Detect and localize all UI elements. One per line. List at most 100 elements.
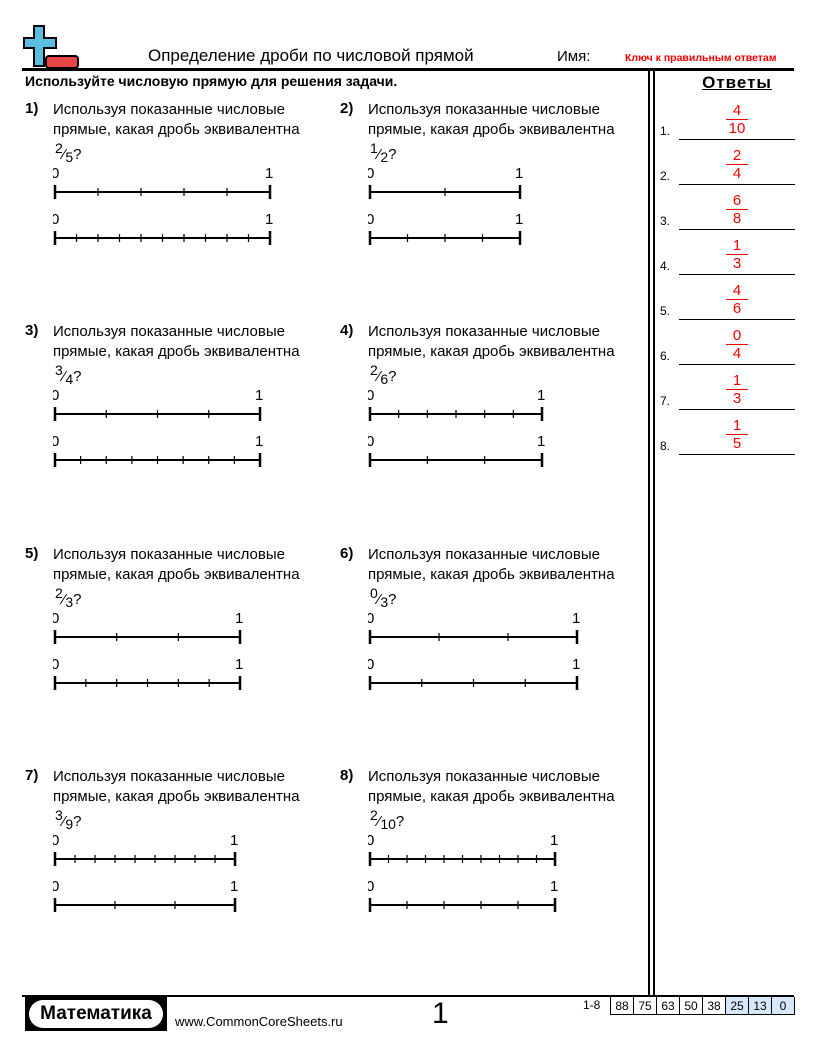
answer-item: 1. 4 10 bbox=[660, 95, 795, 140]
problem-number: 5) bbox=[25, 545, 39, 562]
answer-number: 6. bbox=[660, 349, 671, 363]
page-number: 1 bbox=[432, 997, 449, 1030]
answer-denominator: 3 bbox=[732, 255, 742, 272]
numerator: 2 bbox=[55, 140, 63, 156]
page-title: Определение дроби по числовой прямой bbox=[148, 46, 474, 65]
footer-divider bbox=[22, 995, 794, 997]
problem: 4) Используя показанные числовые прямые,… bbox=[340, 322, 640, 522]
answer-line bbox=[679, 273, 795, 275]
fraction-bar bbox=[726, 163, 748, 165]
fraction-bar bbox=[726, 208, 748, 210]
target-fraction: 2⁄5? bbox=[55, 140, 82, 165]
answer-line bbox=[679, 318, 795, 320]
answer-number: 8. bbox=[660, 439, 671, 453]
answer-numerator: 0 bbox=[732, 326, 742, 344]
fraction-bar bbox=[726, 433, 748, 435]
end-label: 1 bbox=[265, 165, 273, 182]
answer-number: 2. bbox=[660, 169, 671, 183]
end-label: 1 bbox=[572, 610, 580, 627]
score-cell: 38 bbox=[703, 997, 726, 1015]
problem: 5) Используя показанные числовые прямые,… bbox=[25, 545, 325, 745]
score-cell: 25 bbox=[726, 997, 749, 1015]
problem-text: Используя показанные числовые прямые, ка… bbox=[368, 546, 615, 583]
question-mark: ? bbox=[395, 813, 405, 830]
start-label: 0 bbox=[368, 387, 374, 404]
problem: 7) Используя показанные числовые прямые,… bbox=[25, 767, 325, 967]
answer-line bbox=[679, 228, 795, 230]
denominator: 4 bbox=[65, 371, 74, 387]
answer-line bbox=[679, 183, 795, 185]
start-label: 0 bbox=[368, 610, 374, 627]
problem: 2) Используя показанные числовые прямые,… bbox=[340, 100, 640, 300]
answer-numerator: 1 bbox=[732, 236, 742, 254]
score-cell: 75 bbox=[634, 997, 657, 1015]
start-label: 0 bbox=[53, 656, 59, 673]
target-fraction: 3⁄4? bbox=[55, 362, 82, 387]
column-divider bbox=[648, 70, 650, 995]
fraction-bar bbox=[726, 343, 748, 345]
problem: 3) Используя показанные числовые прямые,… bbox=[25, 322, 325, 522]
answer-line bbox=[679, 138, 795, 140]
problem-text: Используя показанные числовые прямые, ка… bbox=[53, 323, 300, 360]
problem-text: Используя показанные числовые прямые, ка… bbox=[368, 768, 615, 805]
denominator: 9 bbox=[65, 816, 74, 832]
end-label: 1 bbox=[515, 211, 523, 228]
answer-denominator: 6 bbox=[732, 300, 742, 317]
problem-number: 3) bbox=[25, 322, 39, 339]
start-label: 0 bbox=[368, 211, 374, 228]
numerator: 2 bbox=[370, 362, 378, 378]
start-label: 0 bbox=[368, 433, 374, 450]
answer-number: 7. bbox=[660, 394, 671, 408]
problem-text: Используя показанные числовые прямые, ка… bbox=[53, 768, 300, 805]
problem-number: 2) bbox=[340, 100, 354, 117]
score-cell: 13 bbox=[749, 997, 772, 1015]
logo-icon bbox=[23, 25, 79, 69]
target-fraction: 0⁄3? bbox=[370, 585, 397, 610]
answer-key-label: Ключ к правильным ответам bbox=[625, 52, 777, 64]
question-mark: ? bbox=[388, 146, 397, 163]
problem: 1) Используя показанные числовые прямые,… bbox=[25, 100, 325, 300]
problem-text: Используя показанные числовые прямые, ка… bbox=[53, 546, 300, 583]
answer-line bbox=[679, 363, 795, 365]
header-divider bbox=[22, 68, 794, 71]
name-label: Имя: bbox=[557, 48, 591, 65]
question-mark: ? bbox=[73, 813, 82, 830]
question-mark: ? bbox=[388, 368, 397, 385]
numerator: 3 bbox=[55, 362, 63, 378]
site-url: www.CommonCoreSheets.ru bbox=[175, 1014, 343, 1029]
answer-denominator: 5 bbox=[732, 435, 742, 452]
answer-numerator: 1 bbox=[732, 371, 742, 389]
target-fraction: 1⁄2? bbox=[370, 140, 397, 165]
end-label: 1 bbox=[572, 656, 580, 673]
end-label: 1 bbox=[235, 610, 243, 627]
target-fraction: 2⁄6? bbox=[370, 362, 397, 387]
score-cell: 0 bbox=[772, 997, 795, 1015]
target-fraction: 2⁄3? bbox=[55, 585, 82, 610]
denominator: 3 bbox=[380, 594, 389, 610]
answers-title: Ответы bbox=[702, 73, 772, 92]
brand-label: Математика bbox=[29, 1000, 163, 1028]
answer-line bbox=[679, 408, 795, 410]
fraction-bar bbox=[726, 118, 748, 120]
start-label: 0 bbox=[53, 433, 59, 450]
start-label: 0 bbox=[368, 656, 374, 673]
start-label: 0 bbox=[53, 165, 59, 182]
